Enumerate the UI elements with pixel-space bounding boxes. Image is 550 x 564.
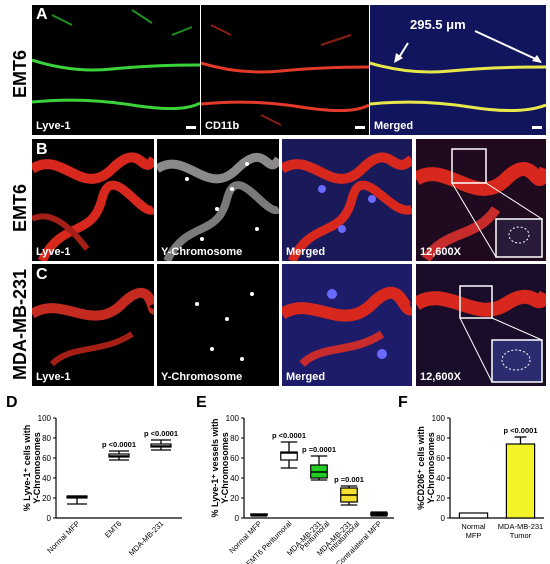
- y-tick-label: 0: [235, 514, 240, 523]
- panel-c-merged-label: Merged: [286, 371, 326, 383]
- p-value-label: p <0.0001: [144, 429, 178, 438]
- bar: [505, 443, 536, 519]
- p-value-label: p <0.0001: [504, 426, 538, 435]
- panel-letter-a: A: [36, 6, 48, 23]
- y-tick-label: 0: [47, 514, 52, 523]
- y-tick-label: 80: [42, 434, 51, 443]
- x-tick-label: EMT6: [103, 519, 124, 540]
- panel-letter-d: D: [6, 394, 18, 411]
- panel-a-lyve1-label: Lyve-1: [36, 120, 71, 132]
- x-tick-label: MFP: [466, 531, 482, 540]
- y-tick-label: 40: [230, 474, 239, 483]
- p-value-label: p =0.0001: [302, 445, 336, 454]
- bar: [458, 512, 489, 519]
- measure-label: 295.5 μm: [410, 17, 466, 32]
- panel-c-zoom-label: 12,600X: [420, 371, 461, 383]
- panel-letter-e: E: [196, 394, 207, 411]
- panel-c-lyve1-label: Lyve-1: [36, 371, 71, 383]
- y-tick-label: 20: [230, 494, 239, 503]
- x-tick-label: MDA-MB-231: [127, 519, 165, 557]
- y-axis-label: Y-Chromosomes: [32, 432, 42, 504]
- row-c-label: MDA-MB-231: [10, 268, 30, 380]
- y-axis-label: Y-Chromosomes: [220, 432, 230, 504]
- y-tick-label: 60: [42, 454, 51, 463]
- y-tick-label: 80: [230, 434, 239, 443]
- panel-a-lyve1: Lyve-1: [32, 5, 200, 135]
- x-tick-label: Normal MFP: [45, 519, 81, 555]
- panel-a-merged: 295.5 μm Merged: [370, 5, 546, 135]
- x-tick-label: Normal: [461, 522, 486, 531]
- y-tick-label: 60: [436, 454, 445, 463]
- box: [280, 451, 298, 461]
- row-a-label: EMT6: [10, 49, 30, 98]
- scale-bar: [186, 126, 196, 129]
- panel-b-merged-label: Merged: [286, 246, 326, 258]
- scale-bar: [532, 126, 542, 129]
- y-tick-label: 80: [436, 434, 445, 443]
- panel-letter-c: C: [36, 266, 48, 283]
- panel-a-merged-label: Merged: [374, 120, 414, 132]
- panel-c-ychrom: Y-Chromosome: [157, 264, 279, 386]
- panel-b-ychrom: Y-Chromosome: [157, 139, 279, 261]
- x-tick-label: MDA-MB-231: [498, 522, 543, 531]
- row-b-label: EMT6: [10, 183, 30, 232]
- scale-bar: [355, 126, 365, 129]
- chart-d: 0 20 40 60 80 100 % Lyve-1⁺ cells with Y-Chromo…: [22, 414, 182, 558]
- y-tick-label: 40: [42, 474, 51, 483]
- panel-b-zoom: 12,600X: [416, 139, 546, 261]
- y-tick-label: 100: [226, 414, 240, 423]
- y-tick-label: 0: [441, 514, 446, 523]
- panel-b-lyve1-label: Lyve-1: [36, 246, 71, 258]
- y-tick-label: 20: [42, 494, 51, 503]
- y-tick-label: 20: [436, 494, 445, 503]
- panel-b-lyve1: Lyve-1: [32, 139, 154, 261]
- p-value-label: p <0.0001: [102, 440, 136, 449]
- chart-f: 0 20 40 60 80 100 %CD206⁺ cells with Y-Chromoso…: [416, 414, 544, 540]
- y-tick-label: 60: [230, 454, 239, 463]
- panel-a-cd11b-label: CD11b: [205, 120, 240, 132]
- panel-c-lyve1: Lyve-1: [32, 264, 154, 386]
- panel-a-cd11b: CD11b: [201, 5, 369, 135]
- chart-e: 0 20 40 60 80 100 % Lyve-1⁺ vessels with Y-Chro…: [210, 414, 394, 564]
- y-axis-label: % Lyve-1⁺ vessels with: [210, 419, 220, 518]
- panel-b-merged: Merged: [282, 139, 412, 261]
- panel-letter-f: F: [398, 394, 408, 411]
- y-axis-label: Y-Chromosomes: [426, 432, 436, 504]
- panel-b-zoom-label: 12,600X: [420, 246, 461, 258]
- x-tick-label: Tumor: [510, 531, 532, 540]
- panel-c-zoom: 12,600X: [416, 264, 546, 386]
- panel-c-ychrom-label: Y-Chromosome: [161, 371, 243, 383]
- y-tick-label: 100: [432, 414, 446, 423]
- p-value-label: p <0.0001: [272, 431, 306, 440]
- y-axis-label: % Lyve-1⁺ cells with: [22, 425, 32, 511]
- y-axis-label: %CD206⁺ cells with: [416, 426, 426, 510]
- y-tick-label: 40: [436, 474, 445, 483]
- panel-b-ychrom-label: Y-Chromosome: [161, 246, 243, 258]
- panel-c-merged: Merged: [282, 264, 412, 386]
- p-value-label: p =0.001: [334, 475, 364, 484]
- panel-letter-b: B: [36, 141, 48, 158]
- y-tick-label: 100: [38, 414, 52, 423]
